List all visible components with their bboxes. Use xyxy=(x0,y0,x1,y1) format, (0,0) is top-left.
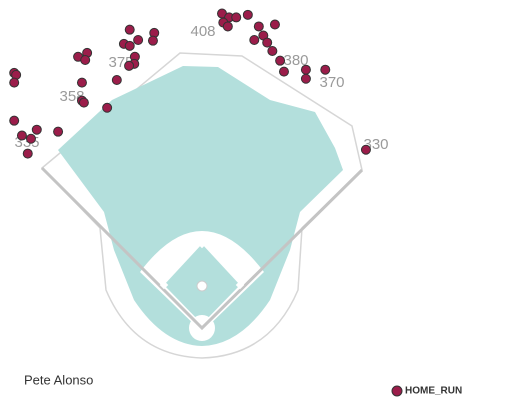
home-run-dot xyxy=(80,55,91,66)
home-run-dot xyxy=(147,35,158,46)
foul-lines xyxy=(40,166,364,331)
home-run-dot xyxy=(9,77,20,88)
distance-label: 408 xyxy=(190,23,215,40)
home-run-dot xyxy=(222,21,233,32)
home-run-dot xyxy=(111,75,122,86)
home-run-dot xyxy=(300,64,311,75)
home-run-dot xyxy=(102,102,113,113)
home-run-dot xyxy=(242,9,253,20)
outfield-grass xyxy=(58,66,343,346)
home-runs xyxy=(9,8,371,159)
home-run-dot xyxy=(53,126,64,137)
chart-title: Pete Alonso xyxy=(24,372,93,387)
home-run-dot xyxy=(300,73,311,84)
mound xyxy=(196,280,208,292)
distance-label: 380 xyxy=(283,52,308,69)
home-run-dot xyxy=(253,21,264,32)
home-run-dot xyxy=(78,97,89,108)
home-run-dot xyxy=(231,12,242,23)
field xyxy=(40,52,364,359)
home-run-dot xyxy=(22,148,33,159)
base xyxy=(159,280,169,290)
home-run-dot xyxy=(9,115,20,126)
home-run-dot xyxy=(262,37,273,48)
home-run-dot xyxy=(269,19,280,30)
home-run-dot xyxy=(25,133,36,144)
home-run-dot xyxy=(320,64,331,75)
home-run-dot xyxy=(31,124,42,135)
home-run-dot xyxy=(267,45,278,56)
legend-label: HOME_RUN xyxy=(405,386,462,397)
home-run-dot xyxy=(76,77,87,88)
base xyxy=(197,239,207,249)
home-run-dot xyxy=(249,35,260,46)
home-run-dot xyxy=(278,66,289,77)
home-run-dot xyxy=(275,55,286,66)
home-run-dot xyxy=(124,24,135,35)
home-run-dot xyxy=(124,40,135,51)
legend-marker xyxy=(391,385,403,397)
distance-label: 370 xyxy=(319,74,344,91)
base xyxy=(235,280,245,290)
home-run-dot xyxy=(124,60,135,71)
home-run-dot xyxy=(16,130,27,141)
home-run-dot xyxy=(360,144,371,155)
home-run-dot xyxy=(133,35,144,46)
